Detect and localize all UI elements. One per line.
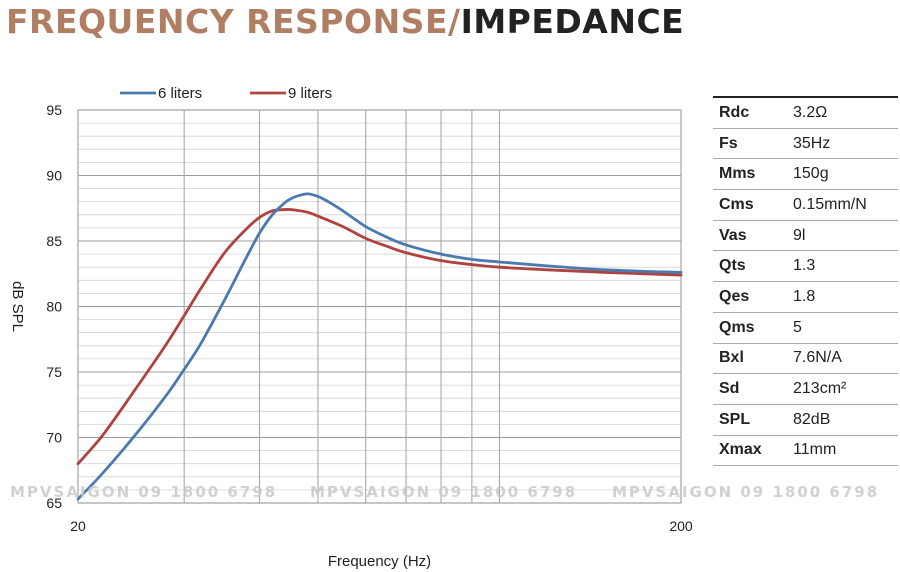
y-tick-label: 75 — [46, 364, 62, 380]
spec-param: Qms — [713, 312, 787, 344]
chart-series — [76, 192, 683, 501]
page-title: FREQUENCY RESPONSE/IMPEDANCE — [6, 2, 684, 42]
x-tick-label: 20 — [70, 518, 86, 534]
spec-value: 9l — [787, 220, 898, 252]
spec-row: Qms 5 — [713, 312, 898, 344]
spec-param: Cms — [713, 189, 787, 221]
spec-row: Bxl 7.6N/A — [713, 343, 898, 375]
spec-param: Bxl — [713, 343, 787, 375]
spec-value: 82dB — [787, 404, 898, 436]
y-axis-label: dB SPL — [9, 281, 26, 332]
spec-param: Qes — [713, 281, 787, 313]
spec-value: 11mm — [787, 435, 898, 467]
spec-value: 7.6N/A — [787, 343, 898, 375]
spec-row: Vas 9l — [713, 220, 898, 252]
title-part-impedance: IMPEDANCE — [460, 2, 685, 41]
watermark-text: MPVSAIGON 09 1800 6798 — [612, 483, 879, 501]
spec-value: 1.8 — [787, 281, 898, 313]
spec-value: 1.3 — [787, 250, 898, 283]
spec-value: 35Hz — [787, 128, 898, 160]
legend-label: 9 liters — [288, 85, 332, 102]
spec-param: Rdc — [713, 97, 787, 129]
watermark-text: MPVSAIGON 09 1800 6798 — [310, 483, 577, 501]
spec-row: Qes 1.8 — [713, 281, 898, 313]
spec-param: Vas — [713, 220, 787, 252]
spec-param: SPL — [713, 404, 787, 436]
spec-param: Mms — [713, 158, 787, 191]
spec-row: Sd 213cm² — [713, 373, 898, 405]
spec-value: 150g — [787, 158, 898, 191]
spec-value: 0.15mm/N — [787, 189, 898, 221]
spec-row: Qts 1.3 — [713, 250, 898, 283]
watermark: MPVSAIGON 09 1800 6798 MPVSAIGON 09 1800 … — [10, 483, 879, 501]
x-axis-label: Frequency (Hz) — [328, 553, 431, 570]
y-tick-label: 65 — [46, 495, 62, 511]
spec-row: Cms 0.15mm/N — [713, 189, 898, 221]
spec-value: 213cm² — [787, 373, 898, 405]
spec-value: 5 — [787, 312, 898, 344]
spec-param: Xmax — [713, 435, 787, 467]
series-line-6-liters — [76, 192, 683, 501]
y-tick-label: 90 — [46, 168, 62, 184]
y-tick-label: 70 — [46, 430, 62, 446]
y-tick-label: 95 — [46, 102, 62, 118]
spec-row: SPL 82dB — [713, 404, 898, 436]
spec-param: Fs — [713, 128, 787, 160]
spec-param: Sd — [713, 373, 787, 405]
x-tick-label: 200 — [669, 518, 693, 534]
spec-table: Rdc 3.2Ω Fs 35Hz Mms 150g Cms 0.15mm/N Vas 9l Qts 1… — [713, 96, 898, 467]
y-tick-label: 80 — [46, 299, 62, 315]
title-part-frequency-response: FREQUENCY RESPONSE/ — [6, 2, 461, 41]
chart-axes: 65 70 75 80 85 90 95 20 200 Frequency (Hz) dB SPL — [9, 102, 693, 570]
spec-param: Qts — [713, 250, 787, 283]
legend-label: 6 liters — [158, 85, 202, 102]
chart-grid — [77, 109, 682, 504]
spec-row: Rdc 3.2Ω — [713, 97, 898, 129]
spec-row: Xmax 11mm — [713, 435, 898, 467]
spec-row: Fs 35Hz — [713, 128, 898, 160]
watermark-text: MPVSAIGON 09 1800 6798 — [10, 483, 277, 501]
spec-value: 3.2Ω — [787, 97, 898, 129]
chart-legend: 6 liters 9 liters — [120, 85, 332, 102]
spec-row: Mms 150g — [713, 158, 898, 191]
y-tick-label: 85 — [46, 233, 62, 249]
series-line-9-liters — [76, 208, 683, 466]
